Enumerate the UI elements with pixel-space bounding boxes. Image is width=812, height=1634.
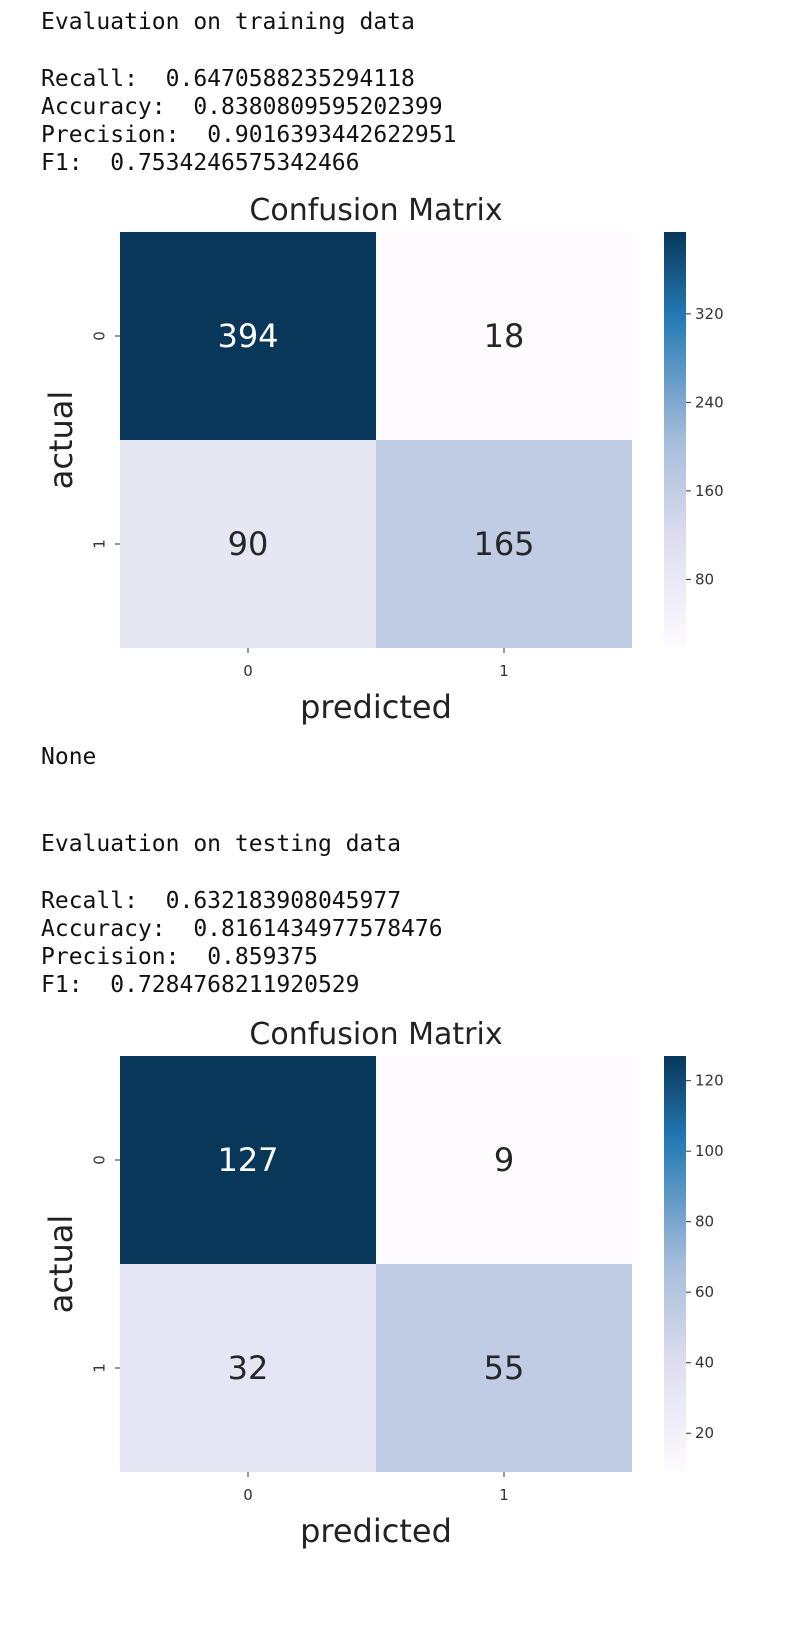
cell-value-label: 55 — [484, 1349, 525, 1387]
cell-value-label: 394 — [217, 317, 278, 355]
cell-value-label: 165 — [473, 525, 534, 563]
colorbar-tick-label: 100 — [695, 1142, 724, 1160]
cell-value-label: 127 — [217, 1141, 278, 1179]
colorbar — [664, 1056, 686, 1472]
metric-value: 0.7534246575342466 — [110, 150, 359, 176]
y-axis-label: actual — [42, 1215, 80, 1314]
cell-value-label: 32 — [228, 1349, 269, 1387]
testing-confusion-matrix: Confusion Matrix 127 9 32 55 0 1 0 1 predicted act… — [0, 1004, 812, 1604]
metric-value: 0.859375 — [207, 944, 318, 970]
colorbar-tick-label: 80 — [695, 570, 714, 588]
metric-label: F1: — [41, 972, 83, 998]
cell-value-label: 18 — [484, 317, 525, 355]
cell-value-label: 90 — [228, 525, 269, 563]
y-tick-label: 0 — [91, 331, 109, 341]
training-recall: Recall: 0.6470588235294118 — [41, 68, 415, 91]
colorbar-tick-label: 40 — [695, 1354, 714, 1372]
metric-label: Recall: — [41, 888, 138, 914]
x-axis-label: predicted — [300, 688, 452, 726]
none-output: None — [41, 746, 96, 769]
colorbar-tick-label: 60 — [695, 1283, 714, 1301]
x-axis-label: predicted — [300, 1512, 452, 1550]
metric-label: F1: — [41, 150, 83, 176]
colorbar-tick-label: 120 — [695, 1072, 724, 1090]
colorbar-tick-label: 320 — [695, 305, 724, 323]
training-precision: Precision: 0.9016393442622951 — [41, 124, 456, 147]
metric-value: 0.9016393442622951 — [207, 122, 456, 148]
metric-label: Accuracy: — [41, 94, 166, 120]
metric-value: 0.632183908045977 — [166, 888, 401, 914]
y-tick-label: 0 — [91, 1155, 109, 1165]
colorbar — [664, 232, 686, 648]
testing-recall: Recall: 0.632183908045977 — [41, 890, 401, 913]
y-tick-label: 1 — [91, 1363, 109, 1373]
training-header: Evaluation on training data — [41, 11, 415, 34]
training-accuracy: Accuracy: 0.8380809595202399 — [41, 96, 443, 119]
y-axis-label: actual — [42, 391, 80, 490]
testing-header: Evaluation on testing data — [41, 833, 401, 856]
colorbar-tick-label: 80 — [695, 1213, 714, 1231]
chart-title: Confusion Matrix — [249, 193, 502, 228]
metric-value: 0.6470588235294118 — [166, 66, 415, 92]
y-tick-label: 1 — [91, 539, 109, 549]
metric-value: 0.8380809595202399 — [193, 94, 442, 120]
cell-value-label: 9 — [494, 1141, 514, 1179]
testing-f1: F1: 0.7284768211920529 — [41, 974, 360, 997]
x-tick-label: 1 — [499, 662, 509, 680]
metric-value: 0.8161434977578476 — [193, 916, 442, 942]
x-tick-label: 0 — [243, 1486, 253, 1504]
x-tick-label: 0 — [243, 662, 253, 680]
metric-value: 0.7284768211920529 — [110, 972, 359, 998]
x-tick-label: 1 — [499, 1486, 509, 1504]
colorbar-tick-label: 160 — [695, 482, 724, 500]
training-confusion-matrix: Confusion Matrix 394 18 90 165 0 1 0 1 predicted a… — [0, 180, 812, 740]
training-f1: F1: 0.7534246575342466 — [41, 152, 360, 175]
colorbar-tick-label: 20 — [695, 1424, 714, 1442]
metric-label: Recall: — [41, 66, 138, 92]
colorbar-tick-label: 240 — [695, 393, 724, 411]
metric-label: Accuracy: — [41, 916, 166, 942]
metric-label: Precision: — [41, 122, 179, 148]
metric-label: Precision: — [41, 944, 179, 970]
chart-title: Confusion Matrix — [249, 1017, 502, 1052]
testing-accuracy: Accuracy: 0.8161434977578476 — [41, 918, 443, 941]
testing-precision: Precision: 0.859375 — [41, 946, 318, 969]
